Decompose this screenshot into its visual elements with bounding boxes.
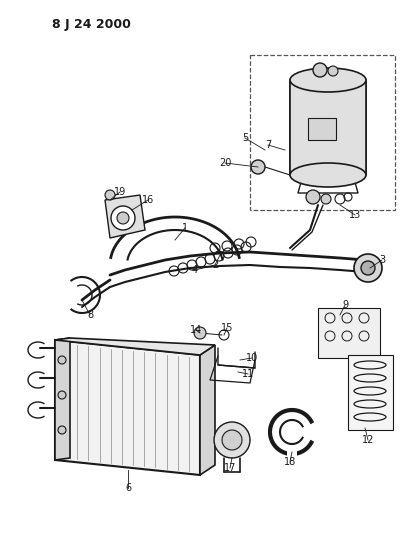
Circle shape — [105, 190, 115, 200]
Text: 8: 8 — [87, 310, 93, 320]
Text: 3: 3 — [378, 255, 384, 265]
Polygon shape — [55, 338, 214, 355]
Text: 5: 5 — [241, 133, 247, 143]
Text: 12: 12 — [361, 435, 373, 445]
Bar — [347, 355, 392, 430]
Circle shape — [58, 426, 66, 434]
Text: 8 J 24 2000: 8 J 24 2000 — [52, 18, 130, 31]
Text: 19: 19 — [114, 187, 126, 197]
Ellipse shape — [289, 68, 365, 92]
Circle shape — [213, 422, 249, 458]
Text: 2: 2 — [211, 260, 218, 270]
Ellipse shape — [289, 163, 365, 187]
Circle shape — [111, 206, 135, 230]
Bar — [317, 308, 379, 358]
Polygon shape — [55, 338, 70, 460]
Circle shape — [353, 254, 381, 282]
Circle shape — [360, 261, 374, 275]
Text: 11: 11 — [241, 369, 254, 379]
Text: 4: 4 — [191, 265, 198, 275]
Polygon shape — [105, 195, 145, 238]
Bar — [286, 450, 296, 460]
Circle shape — [305, 190, 319, 204]
Text: 13: 13 — [348, 210, 360, 220]
Circle shape — [250, 160, 264, 174]
Polygon shape — [55, 340, 200, 475]
Text: 10: 10 — [245, 353, 258, 363]
Text: 17: 17 — [223, 463, 236, 473]
Text: 6: 6 — [125, 483, 131, 493]
Circle shape — [327, 66, 337, 76]
Text: 16: 16 — [142, 195, 154, 205]
Text: 14: 14 — [189, 325, 202, 335]
Circle shape — [320, 194, 330, 204]
Text: 9: 9 — [341, 300, 347, 310]
Text: 7: 7 — [264, 140, 270, 150]
Text: 20: 20 — [218, 158, 231, 168]
Circle shape — [312, 63, 326, 77]
Circle shape — [117, 212, 129, 224]
Text: 1: 1 — [182, 223, 188, 233]
Text: 18: 18 — [283, 457, 295, 467]
Circle shape — [58, 356, 66, 364]
Bar — [307, 118, 335, 140]
Circle shape — [221, 430, 241, 450]
Bar — [289, 80, 365, 175]
Circle shape — [193, 327, 205, 339]
Polygon shape — [200, 345, 214, 475]
Circle shape — [58, 391, 66, 399]
Text: 15: 15 — [220, 323, 233, 333]
